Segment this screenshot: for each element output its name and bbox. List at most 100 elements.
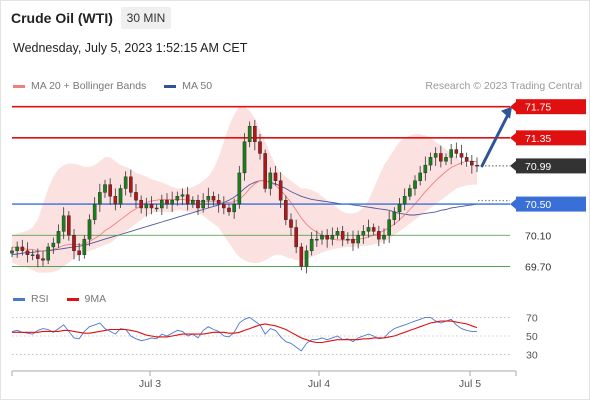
candle <box>284 195 288 226</box>
level-badge-pointer <box>510 160 516 171</box>
candle <box>118 184 123 208</box>
candle-body <box>454 149 459 154</box>
candle-body <box>56 231 61 244</box>
candle-body <box>263 153 267 189</box>
x-tick-label: Jul 3 <box>139 378 161 390</box>
candle-body <box>366 227 371 232</box>
candle <box>61 207 66 240</box>
candle <box>423 156 428 181</box>
candle <box>175 191 180 206</box>
main-legend: MA 20 + Bollinger Bands MA 50 <box>13 80 230 92</box>
candle-body <box>284 199 288 220</box>
candle <box>196 194 200 215</box>
candle <box>201 193 205 213</box>
candle <box>82 235 87 259</box>
candle <box>103 179 107 198</box>
rsi-tick-label: 70 <box>526 312 538 324</box>
legend-label-rsi: RSI <box>31 293 49 305</box>
candle-body <box>278 180 283 201</box>
candle-body <box>103 184 107 193</box>
candle <box>361 225 366 244</box>
candle-body <box>408 188 412 197</box>
candle <box>263 149 267 193</box>
candle-body <box>423 164 428 174</box>
legend-item-ma50: MA 50 <box>164 80 212 92</box>
candle <box>377 225 381 247</box>
candle <box>268 167 273 196</box>
level-badge-last <box>516 158 586 174</box>
candle <box>449 144 453 165</box>
x-tick-label: Jul 4 <box>308 378 330 390</box>
candle <box>160 194 164 215</box>
candle-body <box>113 196 118 205</box>
candle-body <box>129 176 133 193</box>
candle <box>418 165 422 186</box>
instrument-title: Crude Oil (WTI) <box>11 10 113 26</box>
level-badge-pivot <box>516 196 586 212</box>
candle-body <box>242 141 247 174</box>
candle <box>408 184 412 201</box>
candle-body <box>335 231 340 236</box>
candle <box>325 229 329 248</box>
candle-body <box>227 207 231 213</box>
legend-label-9ma: 9MA <box>84 293 107 305</box>
candle-body <box>41 258 45 261</box>
bollinger-band-area <box>12 106 477 273</box>
level-label: 70.99 <box>525 161 551 173</box>
candle-body <box>444 157 448 162</box>
candle <box>253 119 257 151</box>
candle <box>227 204 231 216</box>
candle-body <box>92 203 97 220</box>
candle-body <box>139 199 143 209</box>
candle-body <box>206 196 211 201</box>
candle <box>371 223 376 236</box>
legend-swatch-ma20 <box>13 84 25 88</box>
candle-body <box>439 153 443 162</box>
candle-body <box>418 172 422 181</box>
candle <box>294 219 298 254</box>
candle <box>470 154 474 174</box>
candle <box>10 246 14 258</box>
candle <box>454 142 459 159</box>
legend-item-ma20: MA 20 + Bollinger Bands <box>13 80 146 92</box>
candle-body <box>232 203 236 213</box>
candle-body <box>30 254 35 256</box>
projection-arrow-head <box>501 106 512 119</box>
candle <box>304 245 309 274</box>
candle <box>237 165 242 209</box>
candle <box>346 232 350 244</box>
candle <box>247 121 252 148</box>
candle-body <box>175 196 180 201</box>
candle-body <box>61 215 66 232</box>
candle <box>36 248 40 268</box>
candle <box>232 198 236 219</box>
candle <box>315 230 319 247</box>
timeframe-button[interactable]: 30 MIN <box>121 7 171 29</box>
candle-body <box>320 235 324 240</box>
candle-body <box>377 231 381 240</box>
candle-body <box>315 238 319 241</box>
candle <box>144 197 149 217</box>
candle-body <box>185 194 190 205</box>
candle <box>25 242 30 263</box>
candle-body <box>253 125 257 142</box>
candle <box>134 183 138 208</box>
candle-body <box>154 207 159 210</box>
candle-body <box>10 250 14 254</box>
candle-body <box>340 231 345 240</box>
candle <box>20 239 25 256</box>
rsi-tick-label: 50 <box>526 331 538 343</box>
candle-body <box>67 215 71 236</box>
candle-body <box>268 172 273 189</box>
legend-swatch-ma50 <box>164 84 177 88</box>
candle <box>222 196 226 215</box>
candle-body <box>464 157 469 162</box>
candle <box>108 178 112 205</box>
candle <box>170 191 174 212</box>
level-badge-pointer <box>510 199 516 210</box>
candle-body <box>402 196 407 205</box>
candle <box>211 191 216 206</box>
candle <box>67 211 71 241</box>
candle <box>428 152 433 171</box>
candle <box>392 207 397 226</box>
